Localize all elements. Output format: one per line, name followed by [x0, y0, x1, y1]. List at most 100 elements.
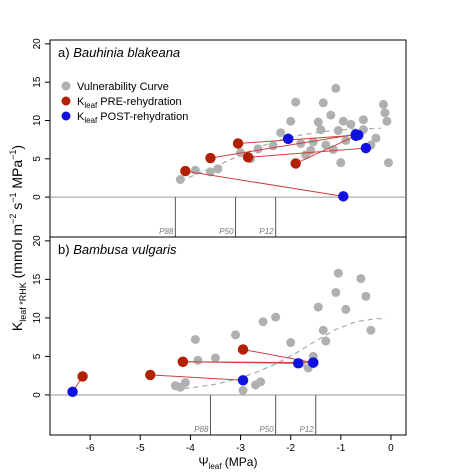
pair-line — [295, 135, 357, 164]
vc-point — [358, 115, 368, 125]
vc-point — [380, 108, 390, 118]
panel-a-pre-points — [180, 133, 301, 177]
panel-b-species: Bambusa vulgaris — [73, 242, 177, 257]
y-tick-label: 20 — [32, 235, 43, 247]
legend-pre-label: Kleaf PRE-rehydration — [77, 96, 182, 110]
p-marker-label: P50 — [259, 425, 274, 434]
vc-point — [326, 110, 336, 120]
post-point — [338, 191, 349, 202]
post-point — [237, 375, 249, 386]
pair-line — [185, 170, 344, 197]
vc-point — [286, 116, 296, 126]
vc-point — [306, 145, 316, 155]
legend-post-rest: POST-rehydration — [97, 111, 188, 123]
vc-point — [268, 141, 278, 151]
vc-point — [193, 355, 203, 365]
vc-point — [316, 125, 326, 135]
vc-point — [336, 158, 346, 168]
panel-a-p-markers: P88 P50 P12 — [159, 197, 277, 237]
pre-point — [145, 369, 156, 381]
pre-point — [232, 138, 244, 149]
y-tick-label: 5 — [32, 353, 43, 359]
y-tick-label: 10 — [32, 312, 43, 324]
panel-a-label: a) — [58, 45, 70, 60]
vc-point — [180, 378, 190, 388]
y-label-sub: leaf *RHK — [18, 282, 28, 322]
panel-b: P88 P50 P12 0 5 10 15 20 -6 -5 -4 -3 -2 -1 0 b) Bamb… — [32, 235, 407, 454]
x-tick-label: -4 — [186, 443, 195, 454]
vc-point — [366, 325, 376, 335]
y-tick-label: 0 — [32, 194, 43, 200]
x-tick-label: 0 — [388, 443, 394, 454]
y-tick-label: 15 — [32, 273, 43, 285]
vc-point — [291, 97, 301, 107]
y-label-units-3: MPa — [9, 160, 25, 193]
vc-point — [383, 158, 393, 168]
x-axis-label: Ψleaf (MPa) — [199, 455, 258, 471]
post-point — [308, 357, 319, 368]
p-marker-label: P12 — [259, 227, 274, 236]
panel-b-x-ticks: -6 -5 -4 -3 -2 -1 0 — [86, 435, 394, 454]
p-marker-label: P88 — [159, 227, 174, 236]
x-tick-label: -5 — [136, 443, 145, 454]
legend: Vulnerability Curve Kleaf PRE-rehydratio… — [61, 81, 188, 125]
legend-pre-sub: leaf — [84, 101, 98, 110]
vc-point — [205, 167, 215, 177]
vc-point — [378, 99, 388, 109]
vc-point — [313, 117, 323, 127]
x-tick-label: -6 — [86, 443, 95, 454]
vc-point — [346, 119, 356, 129]
vc-point — [338, 116, 348, 126]
y-label-sup-2: −1 — [8, 193, 18, 203]
vc-point — [356, 274, 366, 284]
pre-point — [205, 152, 216, 164]
post-point — [360, 142, 372, 154]
y-tick-label: 5 — [32, 156, 43, 162]
panel-a-y-ticks: 0 5 10 15 20 — [32, 38, 50, 200]
pre-point — [242, 152, 254, 163]
vc-point — [382, 116, 392, 126]
legend-pre-main: K — [77, 96, 85, 108]
x-label-sub: leaf — [209, 462, 223, 471]
y-label-units-2: s — [9, 203, 25, 214]
vc-point — [361, 291, 371, 301]
panel-a-title: a) Bauhinia blakeana — [58, 45, 180, 60]
pre-point — [290, 158, 301, 169]
legend-post-main: K — [77, 111, 85, 123]
vc-point — [341, 304, 351, 314]
vc-point — [256, 377, 266, 387]
legend-pre-rest: PRE-rehydration — [97, 96, 181, 108]
pair-line — [182, 361, 314, 364]
x-label-units: (MPa) — [221, 455, 257, 469]
vc-point — [213, 164, 223, 174]
legend-post-label: Kleaf POST-rehydration — [77, 111, 188, 125]
x-tick-label: -1 — [336, 443, 345, 454]
pair-line — [248, 147, 366, 158]
y-label-sup-3: −1 — [8, 150, 18, 160]
x-tick-label: -3 — [236, 443, 245, 454]
panel-b-title: b) Bambusa vulgaris — [58, 242, 177, 257]
y-tick-label: 0 — [32, 392, 43, 398]
vc-point — [286, 338, 296, 348]
vc-point — [258, 317, 268, 327]
y-label-sup-1: −2 — [8, 214, 18, 224]
panel-b-post-points — [67, 357, 319, 398]
panel-b-label: b) — [58, 242, 70, 257]
vc-point — [318, 325, 328, 335]
vc-point — [276, 128, 286, 138]
p-marker-label: P12 — [300, 425, 315, 434]
post-point — [292, 358, 304, 369]
panel-b-y-ticks: 0 5 10 15 20 — [32, 235, 50, 398]
panel-b-p-markers: P88 P50 P12 — [194, 394, 317, 435]
vc-point — [308, 137, 318, 147]
pre-point — [177, 356, 189, 368]
p-marker-label: P88 — [194, 425, 209, 434]
panel-a-pair-lines — [185, 133, 366, 197]
vc-point — [175, 175, 185, 185]
panel-a-species: Bauhinia blakeana — [73, 45, 180, 60]
pair-line — [242, 348, 314, 364]
vc-point — [238, 385, 248, 395]
legend-post-sub: leaf — [84, 116, 98, 125]
vc-point — [331, 287, 341, 297]
